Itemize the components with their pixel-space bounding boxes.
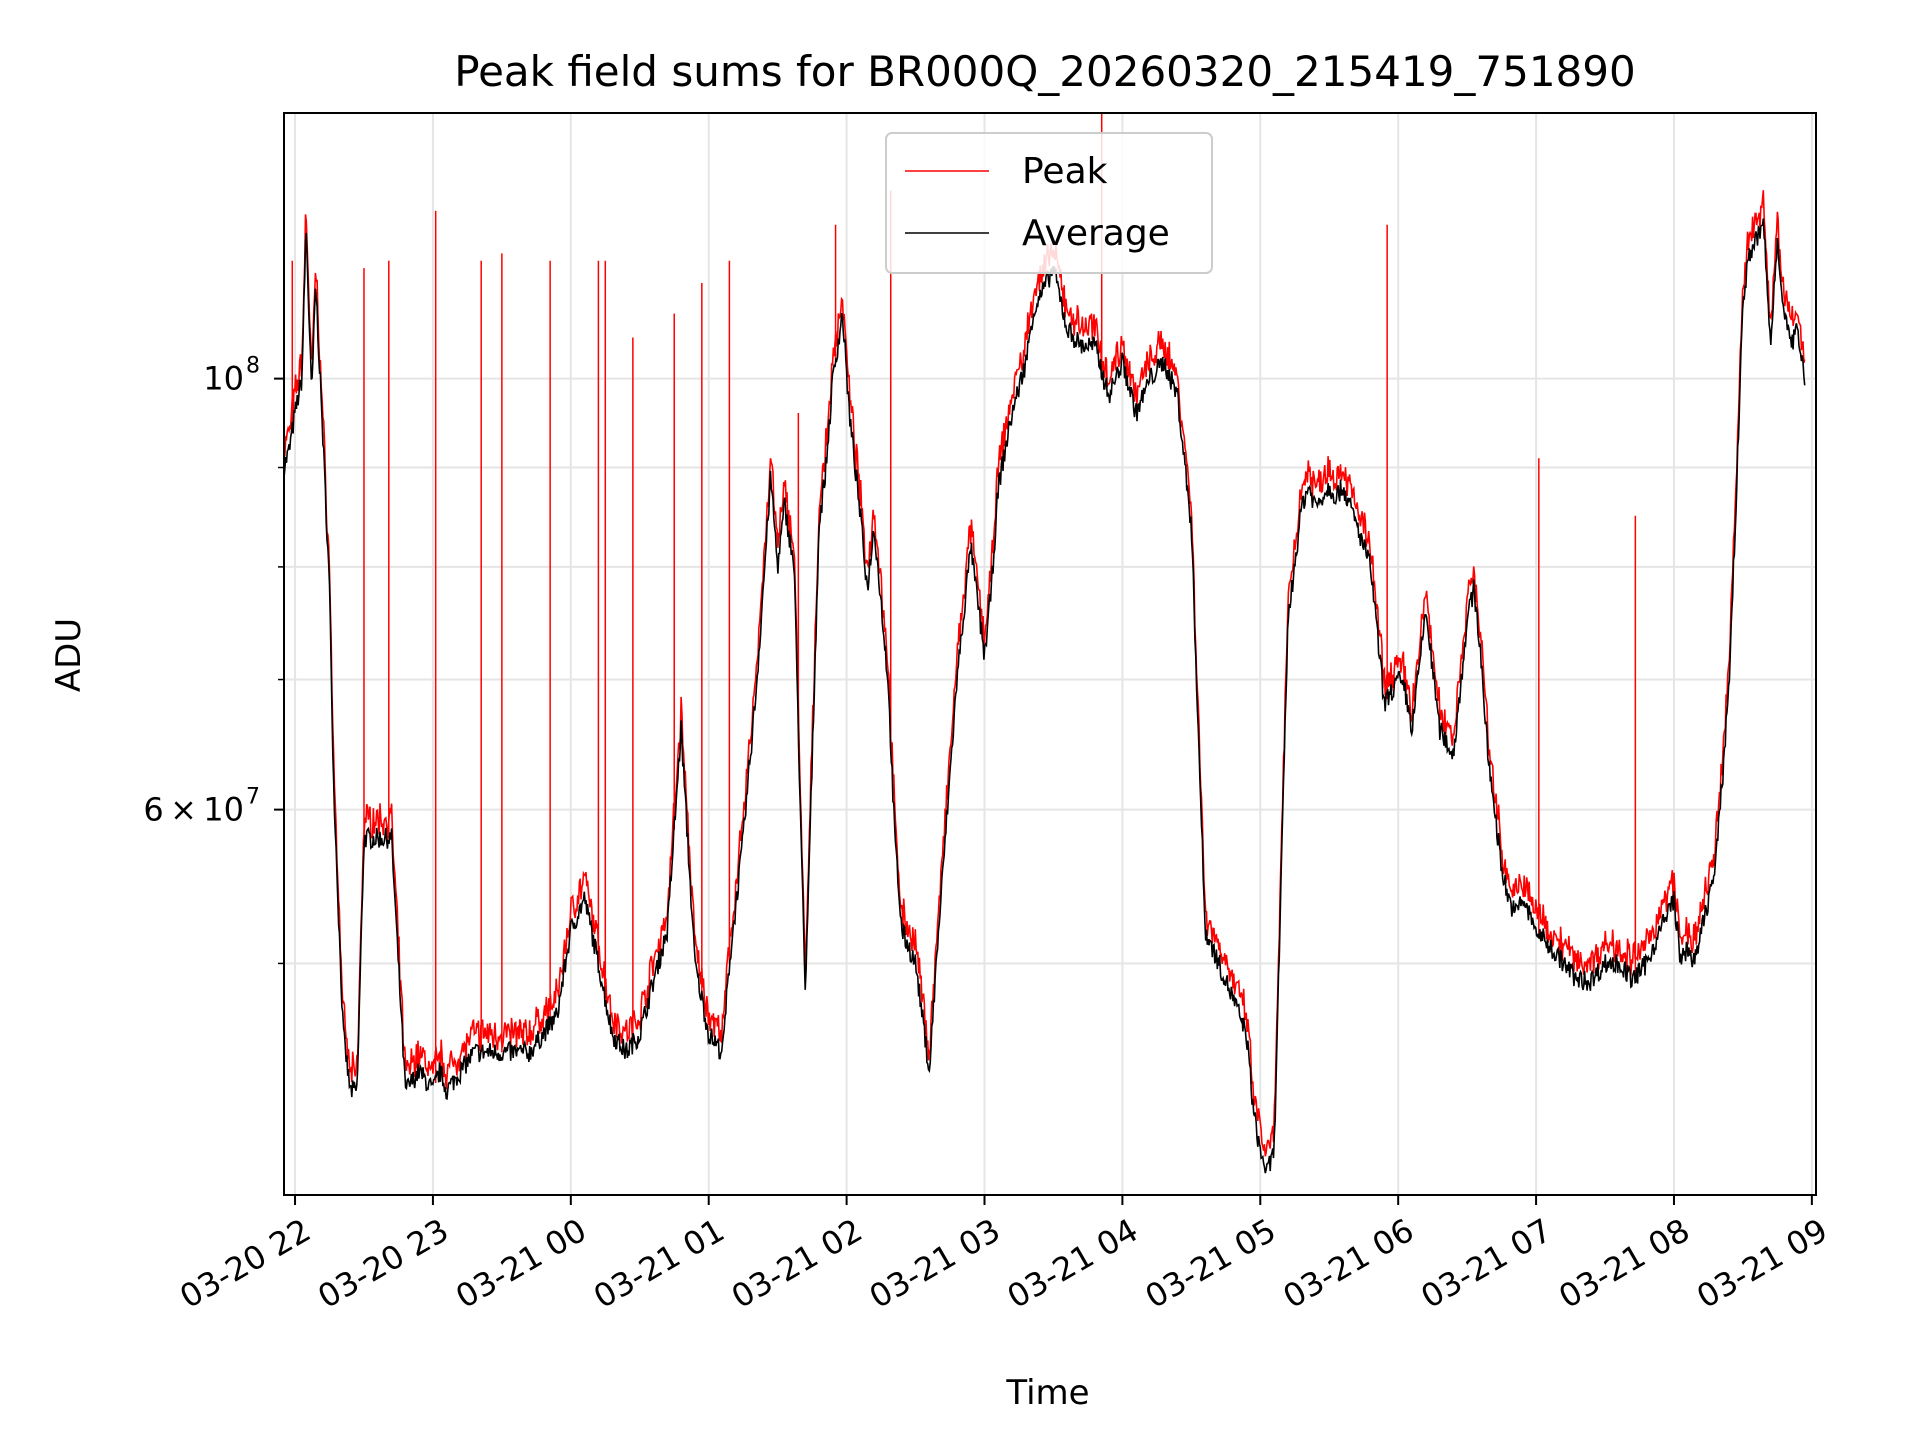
y-tick-exponent: 8: [246, 354, 260, 379]
grid: [284, 113, 1816, 1195]
x-axis-label: Time: [1005, 1373, 1089, 1413]
legend: Peak Average: [885, 132, 1213, 274]
legend-box: [885, 132, 1213, 274]
legend-label-peak: Peak: [1022, 151, 1108, 192]
y-tick-label: 6 × 10: [143, 791, 244, 829]
legend-label-average: Average: [1022, 213, 1170, 254]
y-tick-exponent: 7: [246, 785, 260, 810]
chart-title: Peak field sums for BR000Q_20260320_2154…: [454, 47, 1635, 96]
y-axis-label: ADU: [49, 618, 89, 692]
plot-frame: [283, 112, 1817, 1196]
y-tick-label: 10: [203, 360, 244, 398]
series-line-average: [284, 218, 1806, 1174]
